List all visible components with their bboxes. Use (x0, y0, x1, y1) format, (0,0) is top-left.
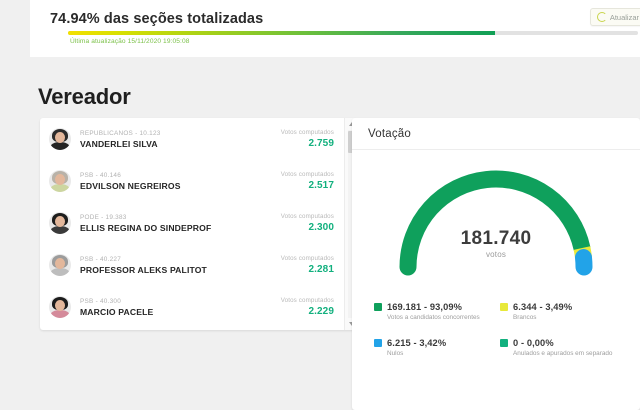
candidate-party: REPUBLICANOS - 10.123 (80, 129, 161, 137)
legend-description: Votos a candidatos concorrentes (387, 314, 480, 321)
votacao-legend: 169.181 - 93,09% Votos a candidatos conco… (352, 302, 640, 375)
votacao-gauge: 181.740 votos (352, 150, 640, 290)
votes-count: 2.229 (308, 306, 334, 317)
candidate-name: PROFESSOR ALEKS PALITOT (80, 264, 207, 275)
status-headline: 74.94% das seções totalizadas (50, 11, 264, 27)
votes-count: 2.300 (308, 222, 334, 233)
legend-value: 6.344 - 3,49% (513, 302, 573, 312)
votes-label: Votos computados (280, 171, 334, 178)
votacao-card: Votação 181.740 votos 169.181 - 93,09% Vo… (352, 118, 640, 410)
votacao-card-header: Votação (352, 118, 640, 150)
page-title: Vereador (38, 84, 131, 109)
candidate-name: VANDERLEI SILVA (80, 138, 158, 149)
votes-count: 2.759 (308, 138, 334, 149)
candidate-info: PSB - 40.146 EDVILSON NEGREIROS (80, 171, 275, 192)
legend-description: Anulados e apurados em separado (513, 350, 613, 358)
avatar (49, 212, 71, 234)
candidate-info: REPUBLICANOS - 10.123 VANDERLEI SILVA (80, 129, 275, 150)
legend-color-swatch (500, 339, 508, 348)
votes-label: Votos computados (280, 129, 334, 136)
candidate-name: EDVILSON NEGREIROS (80, 180, 181, 191)
votes-label: Votos computados (280, 297, 334, 304)
gauge-center-value: 181.740 votos (352, 228, 640, 259)
votacao-card-title: Votação (368, 127, 411, 140)
candidate-row[interactable]: PODE - 19.383 ELLIS REGINA DO SINDEPROF Vo… (40, 202, 344, 244)
candidate-votes: Votos computados 2.300 (275, 212, 334, 234)
candidate-votes: Votos computados 2.281 (275, 254, 334, 276)
legend-item: 6.344 - 3,49% Brancos (500, 302, 626, 322)
refresh-button-label: Atualizar (609, 12, 639, 22)
legend-item: 0 - 0,00% Anulados e apurados em separado (500, 338, 626, 358)
candidate-info: PSB - 40.300 MARCIO PACELE (80, 297, 275, 318)
status-card: 74.94% das seções totalizadas Atualizar … (30, 0, 640, 57)
votes-label: Votos computados (280, 255, 334, 262)
legend-item: 169.181 - 93,09% Votos a candidatos conco… (374, 302, 500, 322)
legend-color-swatch (374, 303, 382, 311)
last-update-text: Última atualização 15/11/2020 19:05:08 (70, 38, 190, 45)
candidate-row[interactable]: PSB - 40.146 EDVILSON NEGREIROS Votos comp… (40, 160, 344, 202)
candidate-list[interactable]: REPUBLICANOS - 10.123 VANDERLEI SILVA Voto… (40, 118, 344, 330)
avatar (49, 170, 71, 192)
legend-description: Nulos (387, 350, 404, 358)
refresh-icon (596, 12, 607, 22)
legend-value: 169.181 - 93,09% (387, 302, 462, 312)
candidate-row[interactable]: PSB - 40.300 MARCIO PACELE Votos computado… (40, 286, 344, 328)
candidate-info: PODE - 19.383 ELLIS REGINA DO SINDEPROF (80, 213, 275, 234)
votes-label: Votos computados (280, 213, 334, 220)
gauge-total-votes: 181.740 (460, 228, 532, 249)
candidate-party: PSB - 40.227 (80, 255, 122, 263)
candidate-name: MARCIO PACELE (80, 306, 154, 317)
candidate-votes: Votos computados 2.759 (275, 128, 334, 150)
candidate-row[interactable]: REPUBLICANOS - 10.123 VANDERLEI SILVA Voto… (40, 118, 344, 160)
legend-color-swatch (500, 303, 508, 311)
refresh-button[interactable]: Atualizar (589, 8, 640, 26)
avatar (49, 128, 71, 150)
totalization-progress-bar (68, 31, 638, 35)
legend-description: Brancos (513, 314, 537, 321)
legend-value: 6.215 - 3,42% (387, 338, 447, 349)
votes-count: 2.517 (308, 180, 334, 191)
votes-count: 2.281 (308, 264, 334, 275)
candidate-name: ELLIS REGINA DO SINDEPROF (80, 222, 212, 233)
candidate-row[interactable]: PSB - 40.227 PROFESSOR ALEKS PALITOT Votos… (40, 244, 344, 286)
legend-value: 0 - 0,00% (513, 338, 554, 349)
candidate-info: PSB - 40.227 PROFESSOR ALEKS PALITOT (80, 255, 275, 276)
candidate-party: PODE - 19.383 (80, 213, 127, 221)
gauge-chart (399, 170, 593, 276)
candidate-party: PSB - 40.146 (80, 171, 122, 179)
gauge-total-label: votos (485, 250, 507, 259)
candidate-votes: Votos computados 2.517 (275, 170, 334, 192)
avatar (49, 254, 71, 276)
progress-fill (68, 31, 496, 35)
candidate-list-card: REPUBLICANOS - 10.123 VANDERLEI SILVA Voto… (40, 118, 358, 330)
avatar (49, 296, 71, 318)
legend-item: 6.215 - 3,42% Nulos (374, 338, 500, 358)
gauge-segment (399, 170, 591, 276)
legend-color-swatch (374, 339, 382, 348)
candidate-party: PSB - 40.300 (80, 297, 122, 305)
gauge-segment (574, 249, 593, 276)
candidate-votes: Votos computados 2.229 (275, 296, 334, 318)
